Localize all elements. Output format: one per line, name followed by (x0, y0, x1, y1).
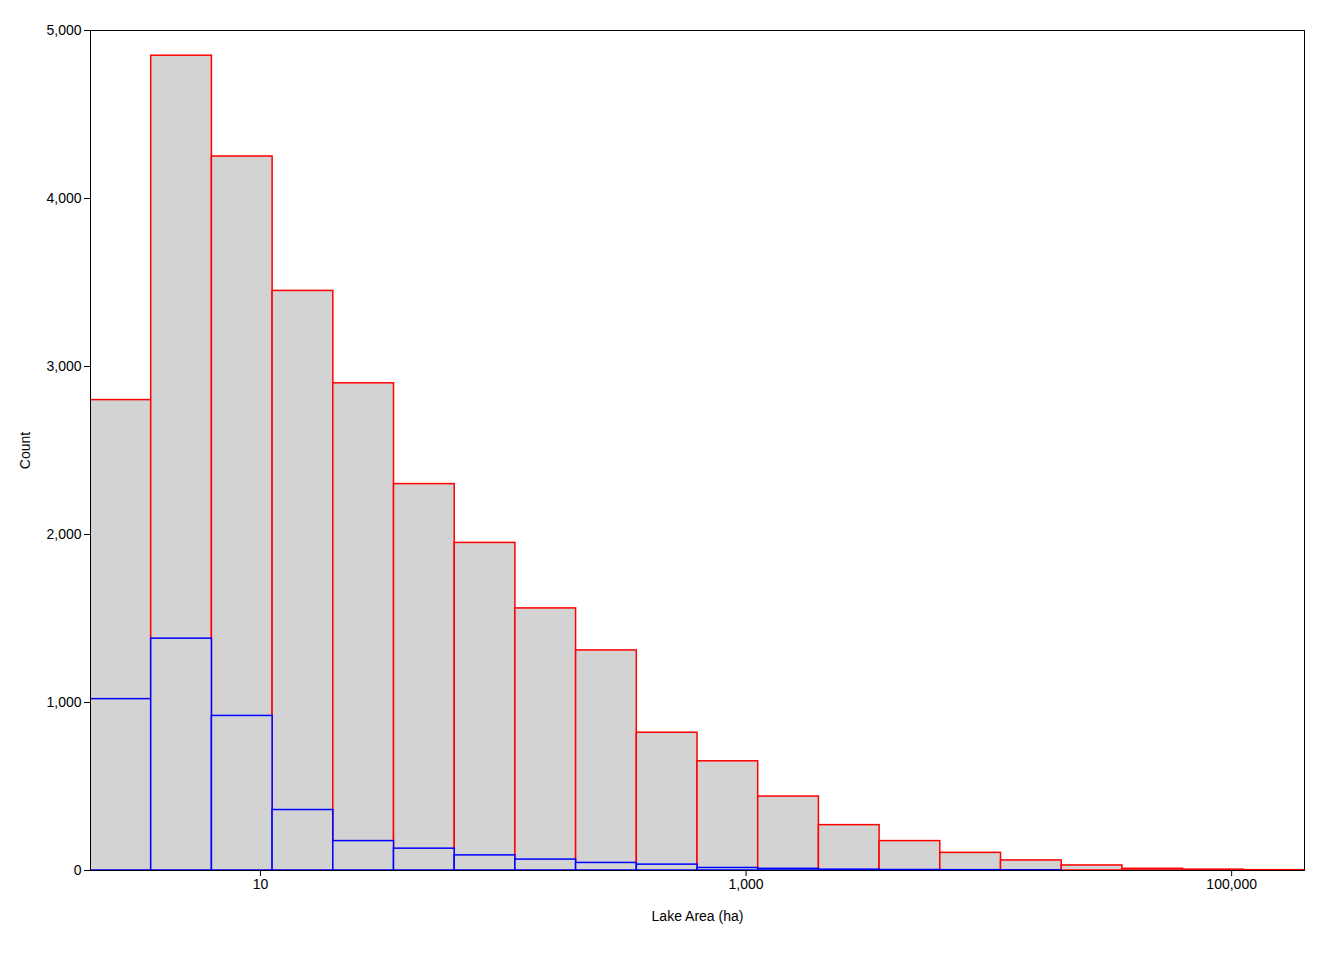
svg-text:Lake Area (ha): Lake Area (ha) (652, 908, 744, 924)
svg-text:10: 10 (253, 876, 269, 892)
svg-text:2,000: 2,000 (46, 526, 81, 542)
svg-text:Count: Count (17, 432, 33, 469)
svg-text:0: 0 (74, 862, 82, 878)
svg-text:4,000: 4,000 (46, 190, 81, 206)
svg-text:100,000: 100,000 (1206, 876, 1257, 892)
svg-text:5,000: 5,000 (46, 22, 81, 38)
svg-text:3,000: 3,000 (46, 358, 81, 374)
svg-text:1,000: 1,000 (46, 694, 81, 710)
svg-text:1,000: 1,000 (729, 876, 764, 892)
